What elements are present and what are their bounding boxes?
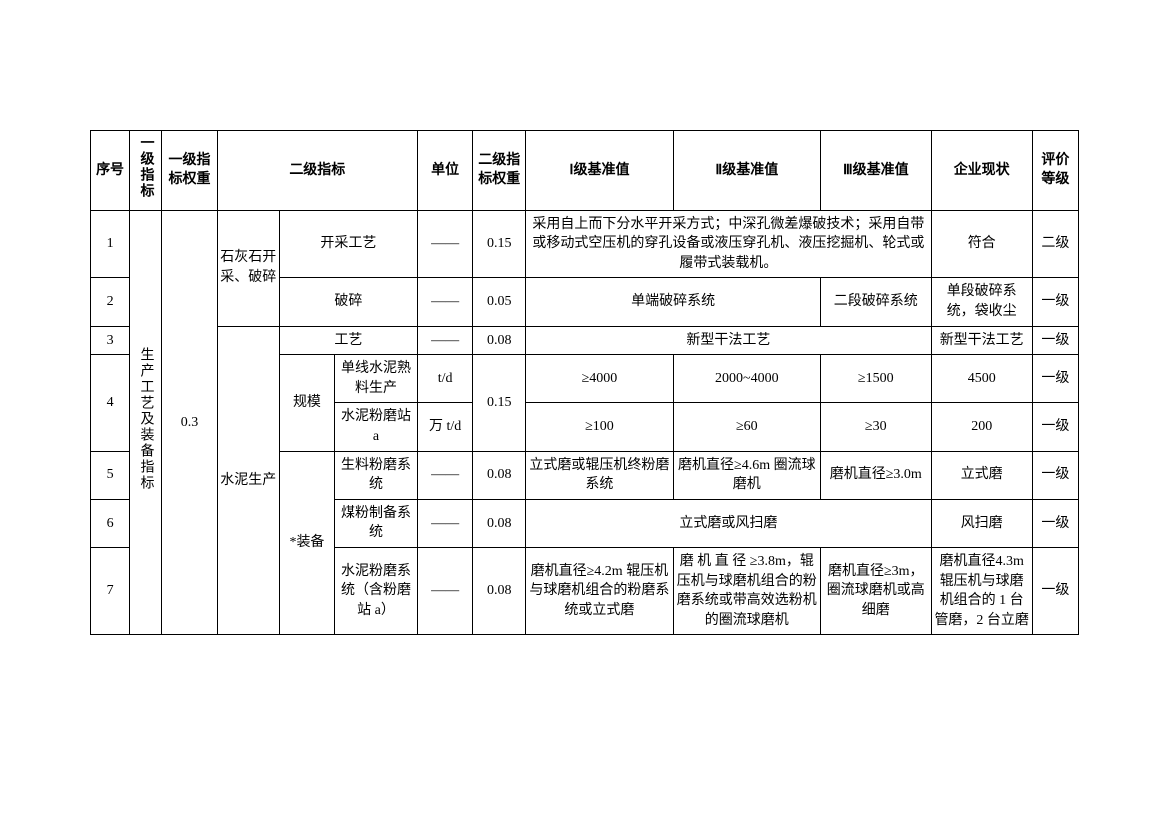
cell-b1: ≥100 bbox=[526, 403, 673, 451]
header-benchmark3: Ⅲ级基准值 bbox=[821, 131, 932, 211]
cell-weight: 0.08 bbox=[473, 451, 526, 499]
header-level2-weight: 二级指标权重 bbox=[473, 131, 526, 211]
cell-unit: —— bbox=[418, 326, 473, 355]
cell-unit: —— bbox=[418, 210, 473, 278]
cell-bench3: 二段破碎系统 bbox=[821, 278, 932, 326]
cell-seq: 1 bbox=[91, 210, 130, 278]
cell-sub: 破碎 bbox=[279, 278, 417, 326]
cell-b2: 磨 机 直 径 ≥3.8m，辊压机与球磨机组合的粉磨系统或带高效选粉机的圈流球磨… bbox=[673, 547, 820, 634]
cell-current: 磨机直径4.3m 辊压机与球磨机组合的 1 台管磨，2 台立磨 bbox=[931, 547, 1032, 634]
header-level1-weight: 一级指标权重 bbox=[162, 131, 217, 211]
cell-bench-merged: 采用自上而下分水平开采方式；中深孔微差爆破技术；采用自带或移动式空压机的穿孔设备… bbox=[526, 210, 931, 278]
cell-sub: 水泥粉磨站 a bbox=[335, 403, 418, 451]
cell-unit: 万 t/d bbox=[418, 403, 473, 451]
cell-bench-merged: 新型干法工艺 bbox=[526, 326, 931, 355]
cell-sub: 工艺 bbox=[279, 326, 417, 355]
cell-unit: —— bbox=[418, 547, 473, 634]
cell-seq: 4 bbox=[91, 355, 130, 451]
cell-current: 4500 bbox=[931, 355, 1032, 403]
cell-level1-indicator: 生产工艺及装备指标 bbox=[130, 210, 162, 635]
table-row: 3 水泥生产 工艺 —— 0.08 新型干法工艺 新型干法工艺 一级 bbox=[91, 326, 1079, 355]
header-grade: 评价等级 bbox=[1032, 131, 1078, 211]
cell-seq: 3 bbox=[91, 326, 130, 355]
cell-seq: 7 bbox=[91, 547, 130, 634]
cell-sub: 开采工艺 bbox=[279, 210, 417, 278]
cell-seq: 2 bbox=[91, 278, 130, 326]
cell-b1: 磨机直径≥4.2m 辊压机与球磨机组合的粉磨系统或立式磨 bbox=[526, 547, 673, 634]
cell-grade: 一级 bbox=[1032, 326, 1078, 355]
cell-b3: 磨机直径≥3m， 圈流球磨机或高细磨 bbox=[821, 547, 932, 634]
table-row: 1 生产工艺及装备指标 0.3 石灰石开采、破碎 开采工艺 —— 0.15 采用… bbox=[91, 210, 1079, 278]
cell-bench12: 单端破碎系统 bbox=[526, 278, 821, 326]
header-benchmark2: Ⅱ级基准值 bbox=[673, 131, 820, 211]
cell-grade: 一级 bbox=[1032, 278, 1078, 326]
cell-current: 符合 bbox=[931, 210, 1032, 278]
cell-seq: 6 bbox=[91, 499, 130, 547]
cell-cat-cement: 水泥生产 bbox=[217, 326, 279, 635]
cell-grade: 一级 bbox=[1032, 355, 1078, 403]
cell-weight: 0.15 bbox=[473, 355, 526, 451]
cell-grade: 二级 bbox=[1032, 210, 1078, 278]
cell-cat-limestone: 石灰石开采、破碎 bbox=[217, 210, 279, 326]
header-level2-indicator: 二级指标 bbox=[217, 131, 417, 211]
cell-sub: 单线水泥熟料生产 bbox=[335, 355, 418, 403]
cell-b2: ≥60 bbox=[673, 403, 820, 451]
header-benchmark1: Ⅰ级基准值 bbox=[526, 131, 673, 211]
cell-unit: —— bbox=[418, 499, 473, 547]
cell-grade: 一级 bbox=[1032, 499, 1078, 547]
cell-b3: ≥30 bbox=[821, 403, 932, 451]
cell-b3: 磨机直径≥3.0m bbox=[821, 451, 932, 499]
cell-grade: 一级 bbox=[1032, 403, 1078, 451]
cell-b2: 2000~4000 bbox=[673, 355, 820, 403]
cell-weight: 0.08 bbox=[473, 499, 526, 547]
cell-cat-scale: 规模 bbox=[279, 355, 334, 451]
main-table: 序号 一级指标 一级指标权重 二级指标 单位 二级指标权重 Ⅰ级基准值 Ⅱ级基准… bbox=[90, 130, 1079, 635]
header-unit: 单位 bbox=[418, 131, 473, 211]
cell-current: 单段破碎系统，袋收尘 bbox=[931, 278, 1032, 326]
cell-cat-equip: *装备 bbox=[279, 451, 334, 635]
header-current: 企业现状 bbox=[931, 131, 1032, 211]
cell-current: 风扫磨 bbox=[931, 499, 1032, 547]
cell-unit: t/d bbox=[418, 355, 473, 403]
cell-unit: —— bbox=[418, 278, 473, 326]
cell-sub: 煤粉制备系统 bbox=[335, 499, 418, 547]
cell-seq: 5 bbox=[91, 451, 130, 499]
cell-b3: ≥1500 bbox=[821, 355, 932, 403]
cell-b1: 立式磨或辊压机终粉磨系统 bbox=[526, 451, 673, 499]
cell-weight: 0.08 bbox=[473, 326, 526, 355]
cell-grade: 一级 bbox=[1032, 451, 1078, 499]
cell-current: 立式磨 bbox=[931, 451, 1032, 499]
header-level1-indicator: 一级指标 bbox=[130, 131, 162, 211]
cell-weight: 0.08 bbox=[473, 547, 526, 634]
cell-level1-weight: 0.3 bbox=[162, 210, 217, 635]
cell-unit: —— bbox=[418, 451, 473, 499]
cell-b2: 磨机直径≥4.6m 圈流球磨机 bbox=[673, 451, 820, 499]
cell-sub: 生料粉磨系统 bbox=[335, 451, 418, 499]
cell-current: 新型干法工艺 bbox=[931, 326, 1032, 355]
cell-sub: 水泥粉磨系统（含粉磨站 a） bbox=[335, 547, 418, 634]
cell-weight: 0.05 bbox=[473, 278, 526, 326]
cell-weight: 0.15 bbox=[473, 210, 526, 278]
cell-b1: ≥4000 bbox=[526, 355, 673, 403]
cell-current: 200 bbox=[931, 403, 1032, 451]
header-seq: 序号 bbox=[91, 131, 130, 211]
cell-grade: 一级 bbox=[1032, 547, 1078, 634]
cell-bench-merged: 立式磨或风扫磨 bbox=[526, 499, 931, 547]
